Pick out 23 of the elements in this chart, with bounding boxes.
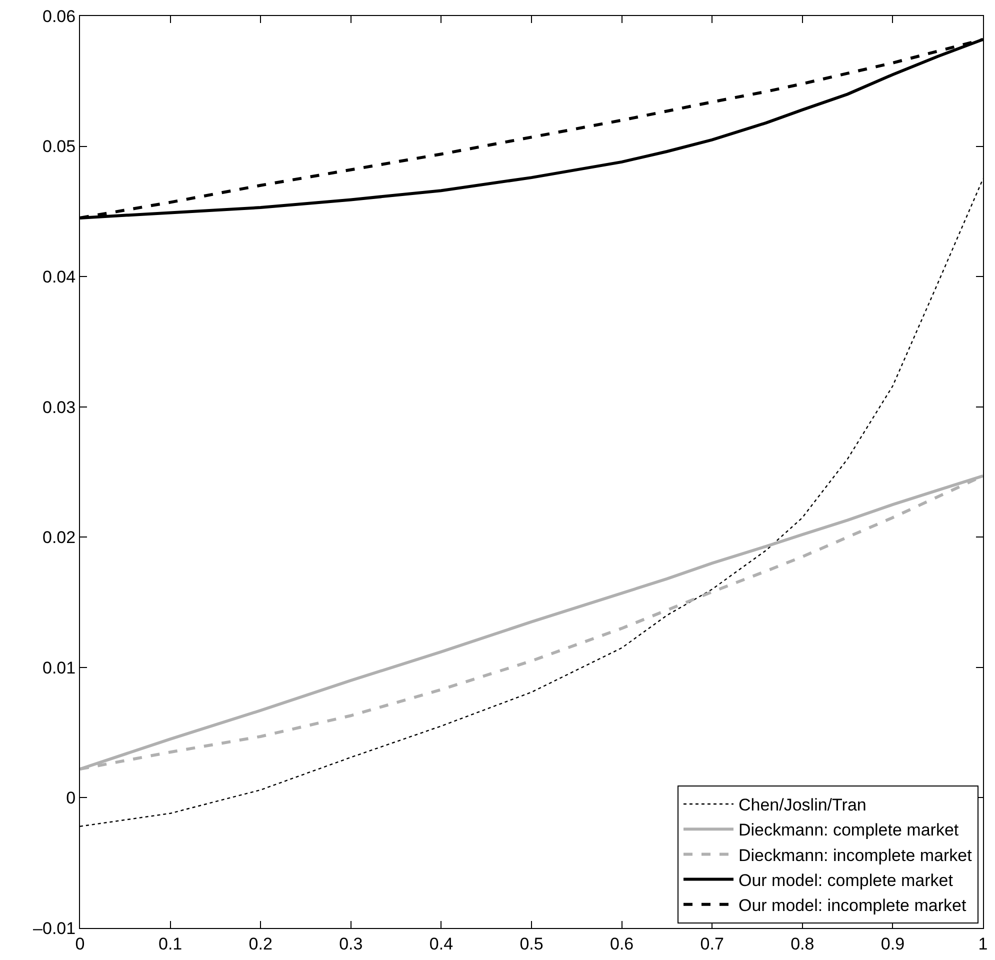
y-tick-label: 0.06 (42, 6, 76, 26)
legend-label: Our model: incomplete market (738, 896, 966, 916)
x-tick-label: 1 (978, 934, 988, 954)
x-tick-label: 0.8 (790, 934, 814, 954)
x-tick-label: 0.9 (880, 934, 905, 954)
y-tick-label: 0.04 (42, 268, 76, 287)
legend-label: Chen/Joslin/Tran (738, 796, 866, 815)
legend-label: Dieckmann: incomplete market (738, 846, 972, 865)
x-tick-label: 0.7 (700, 934, 724, 954)
x-tick-label: 0.1 (158, 934, 182, 954)
y-tick-label: 0.01 (42, 658, 76, 678)
y-tick-label: 0.03 (42, 398, 76, 417)
x-tick-label: 0.2 (248, 934, 272, 954)
y-tick-label: 0.02 (42, 528, 76, 548)
y-tick-label: 0.05 (42, 137, 76, 156)
y-tick-label: –0.01 (33, 918, 76, 938)
legend-label: Our model: complete market (738, 870, 954, 890)
x-tick-label: 0.3 (339, 934, 363, 954)
x-tick-label: 0.5 (520, 934, 544, 954)
y-tick-label: 0 (66, 788, 76, 808)
x-tick-label: 0.6 (610, 934, 634, 954)
x-tick-label: 0.4 (429, 934, 454, 954)
legend-label: Dieckmann: complete market (738, 820, 959, 840)
